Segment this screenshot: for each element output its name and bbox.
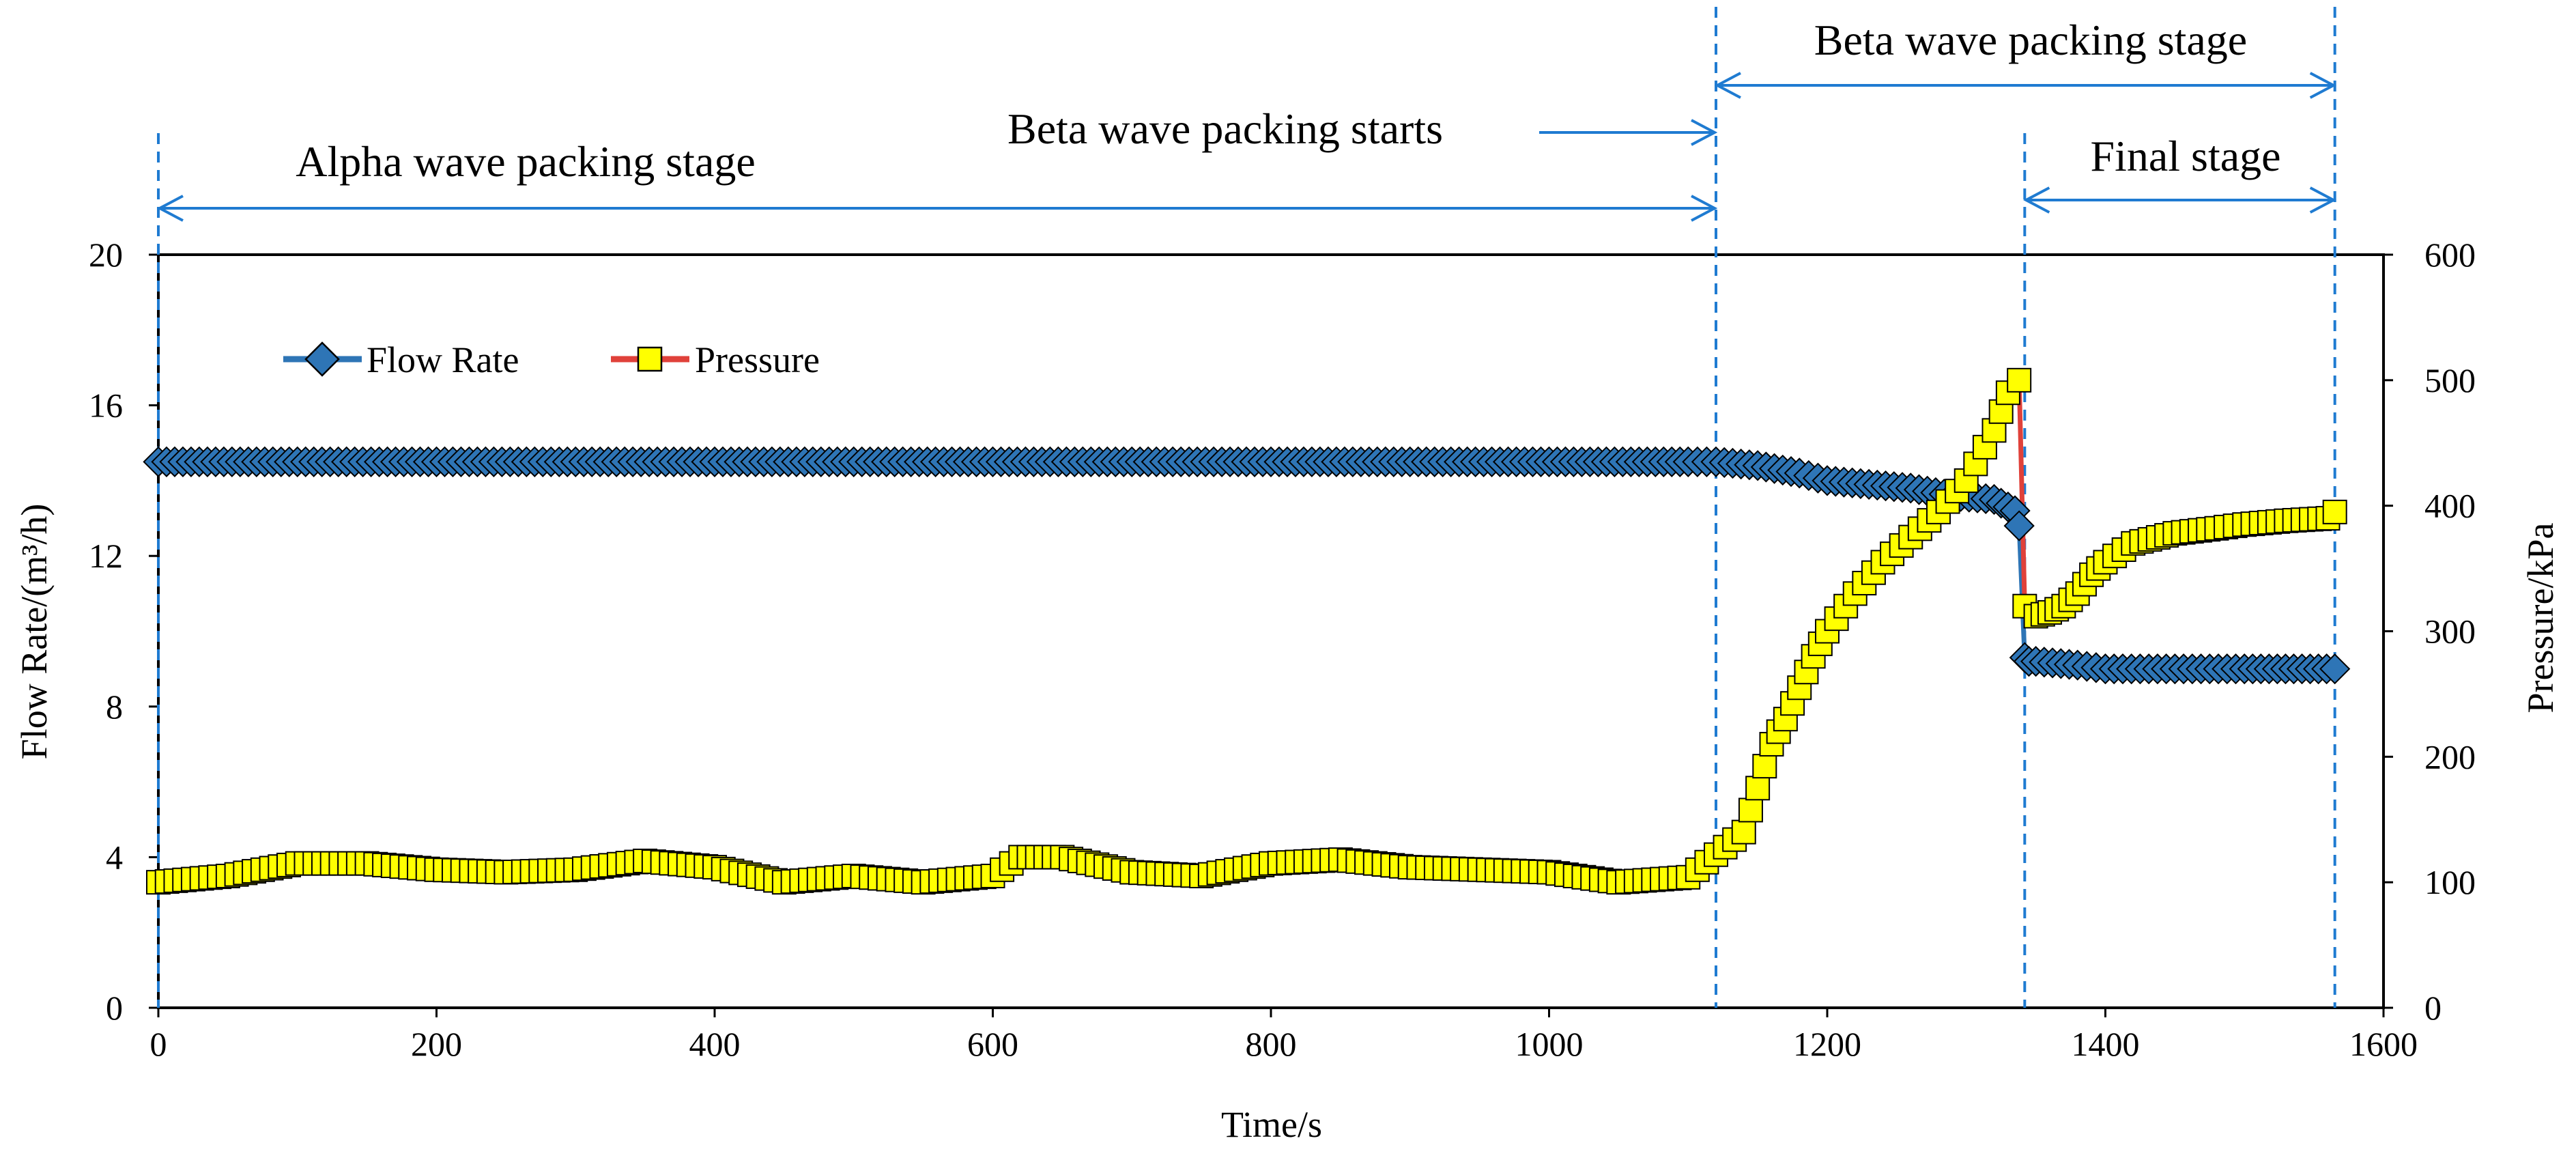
- annotation-arrows: [156, 72, 2336, 222]
- y-right-tick-label: 100: [2424, 863, 2476, 901]
- y-left-axis-title: Flow Rate/(m³/h): [14, 504, 55, 760]
- annotation-alpha-stage: Alpha wave packing stage: [296, 137, 756, 186]
- legend-pressure-label: Pressure: [695, 339, 820, 380]
- beta-stage-arrow-head-left: [1714, 72, 1741, 99]
- x-axis-title: Time/s: [1221, 1104, 1322, 1145]
- pressure-marker: [2322, 499, 2347, 524]
- flow-rate-marker: [2003, 510, 2035, 541]
- x-tick-label: 0: [150, 1025, 167, 1063]
- legend-flow-marker: [304, 341, 340, 377]
- y-right-axis-title: Pressure/kPa: [2520, 522, 2561, 713]
- legend-pressure-marker: [637, 346, 663, 372]
- legend-flow-label: Flow Rate: [367, 339, 519, 380]
- pressure-marker: [1738, 797, 1763, 823]
- x-tick-label: 600: [967, 1025, 1018, 1063]
- y-right-tick-label: 0: [2424, 989, 2442, 1027]
- x-tick-label: 1400: [2072, 1025, 2140, 1063]
- pressure-marker: [1752, 754, 1777, 779]
- beta-stage-arrow-head-right: [2309, 72, 2336, 99]
- final-stage-arrow-head-left: [2023, 186, 2050, 214]
- y-left-tick-label: 12: [89, 537, 123, 575]
- y-left-tick-label: 0: [106, 989, 123, 1027]
- annotation-final-stage: Final stage: [2090, 132, 2280, 180]
- pressure-marker: [2007, 367, 2032, 393]
- alpha-stage-arrow-head-right: [1691, 195, 1718, 222]
- pressure-marker: [1745, 776, 1771, 801]
- flow-rate-marker: [2319, 653, 2351, 685]
- y-left-tick-label: 8: [106, 688, 123, 726]
- x-tick-label: 1000: [1515, 1025, 1584, 1063]
- y-left-axis-ticks: 0 4 8 12 16 20: [89, 236, 158, 1027]
- annotation-beta-starts: Beta wave packing starts: [1007, 104, 1443, 153]
- series-markers: [143, 367, 2351, 895]
- x-tick-label: 400: [689, 1025, 741, 1063]
- alpha-stage-arrow-head-left: [156, 195, 184, 222]
- legend: Flow Rate Pressure: [283, 339, 820, 380]
- y-right-tick-label: 200: [2424, 737, 2476, 776]
- y-right-tick-label: 300: [2424, 612, 2476, 651]
- final-stage-arrow-head-right: [2309, 186, 2336, 214]
- x-tick-label: 1600: [2349, 1025, 2418, 1063]
- y-right-axis-ticks: 0 100 200 300 400 500 600: [2384, 236, 2476, 1027]
- y-right-tick-label: 400: [2424, 487, 2476, 525]
- x-axis-ticks: 0 200 400 600 800 1000 1200 1400 1600: [150, 1008, 2418, 1063]
- x-tick-label: 800: [1246, 1025, 1297, 1063]
- y-left-tick-label: 16: [89, 386, 123, 425]
- pressure-marker: [1731, 819, 1756, 845]
- annotation-beta-stage: Beta wave packing stage: [1814, 16, 2247, 64]
- y-left-tick-label: 4: [106, 838, 123, 876]
- y-left-tick-label: 20: [89, 236, 123, 274]
- y-right-tick-label: 600: [2424, 236, 2476, 274]
- beta-starts-arrow-head: [1691, 119, 1718, 146]
- x-tick-label: 200: [411, 1025, 462, 1063]
- y-right-tick-label: 500: [2424, 361, 2476, 399]
- x-tick-label: 1200: [1793, 1025, 1861, 1063]
